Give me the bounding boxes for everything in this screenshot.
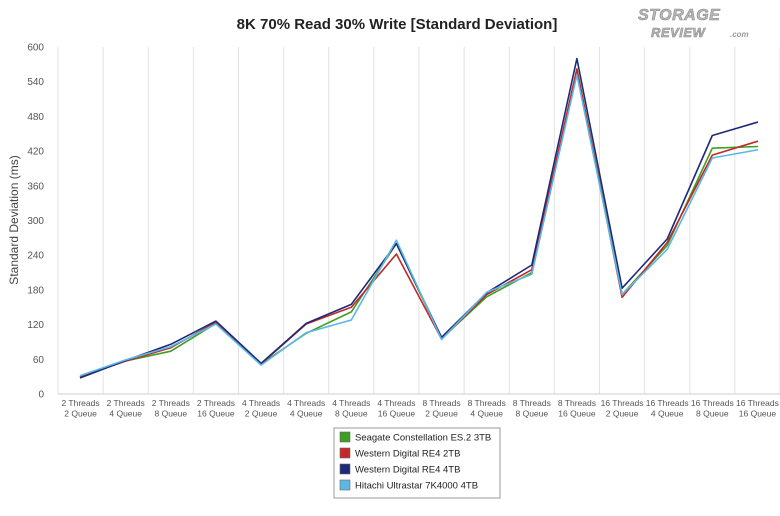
- y-tick-label: 240: [27, 251, 44, 262]
- logo-line-1: STORAGE: [638, 7, 721, 24]
- x-tick-label: 8 Threads 8 Queue: [513, 398, 551, 419]
- chart-series: [79, 57, 759, 379]
- chart-title: 8K 70% Read 30% Write [Standard Deviatio…: [237, 16, 558, 33]
- x-tick-label: 2 Threads 8 Queue: [152, 398, 190, 419]
- y-tick-label: 480: [27, 112, 44, 123]
- x-tick-label: 4 Threads 4 Queue: [287, 398, 325, 419]
- storagereview-logo: STORAGE REVIEW .com: [638, 7, 749, 41]
- y-axis-ticks: 0 60 120 180 240 300 360 420 480 540 600: [27, 43, 44, 401]
- y-axis-label: Standard Deviation (ms): [7, 155, 21, 284]
- legend-swatch: [339, 479, 351, 491]
- y-tick-label: 0: [38, 390, 44, 401]
- x-tick-label: 8 Threads 16 Queue: [558, 398, 596, 419]
- x-tick-label: 16 Threads 8 Queue: [691, 398, 734, 419]
- y-tick-label: 540: [27, 77, 44, 88]
- legend-label: Seagate Constellation ES.2 3TB: [355, 433, 491, 444]
- x-tick-label: 16 Threads 4 Queue: [646, 398, 689, 419]
- x-tick-label: 16 Threads 16 Queue: [736, 398, 779, 419]
- x-tick-label: 4 Threads 2 Queue: [242, 398, 280, 419]
- logo-suffix: .com: [730, 30, 749, 39]
- y-tick-label: 360: [27, 181, 44, 192]
- legend-label: Western Digital RE4 4TB: [355, 465, 460, 476]
- legend-label: Western Digital RE4 2TB: [355, 449, 460, 460]
- y-tick-label: 300: [27, 216, 44, 227]
- legend-box: [333, 427, 501, 499]
- legend-swatch: [339, 463, 351, 475]
- logo-line-2: REVIEW: [651, 25, 707, 40]
- x-tick-label: 4 Threads 8 Queue: [332, 398, 370, 419]
- y-tick-label: 600: [27, 43, 44, 54]
- x-tick-label: 8 Threads 4 Queue: [468, 398, 506, 419]
- x-tick-label: 2 Threads 4 Queue: [107, 398, 145, 419]
- legend-swatch: [339, 447, 351, 459]
- legend-label: Hitachi Ultrastar 7K4000 4TB: [355, 481, 478, 492]
- y-tick-label: 60: [33, 355, 45, 366]
- series-line: [79, 74, 759, 377]
- y-tick-label: 180: [27, 285, 44, 296]
- x-tick-label: 4 Threads 16 Queue: [377, 398, 415, 419]
- legend-swatch: [339, 431, 351, 443]
- chart-grid: [57, 47, 780, 394]
- x-axis-ticks: 2 Threads 2 Queue 2 Threads 4 Queue 2 Thread…: [62, 398, 779, 419]
- y-tick-label: 420: [27, 147, 44, 158]
- y-tick-label: 120: [27, 320, 44, 331]
- legend-items: Seagate Constellation ES.2 3TB Western Di…: [339, 431, 491, 492]
- x-tick-label: 2 Threads 2 Queue: [62, 398, 100, 419]
- x-tick-label: 16 Threads 2 Queue: [601, 398, 644, 419]
- x-tick-label: 2 Threads 16 Queue: [197, 398, 235, 419]
- chart-legend: Seagate Constellation ES.2 3TB Western Di…: [333, 427, 501, 499]
- x-tick-label: 8 Threads 2 Queue: [423, 398, 461, 419]
